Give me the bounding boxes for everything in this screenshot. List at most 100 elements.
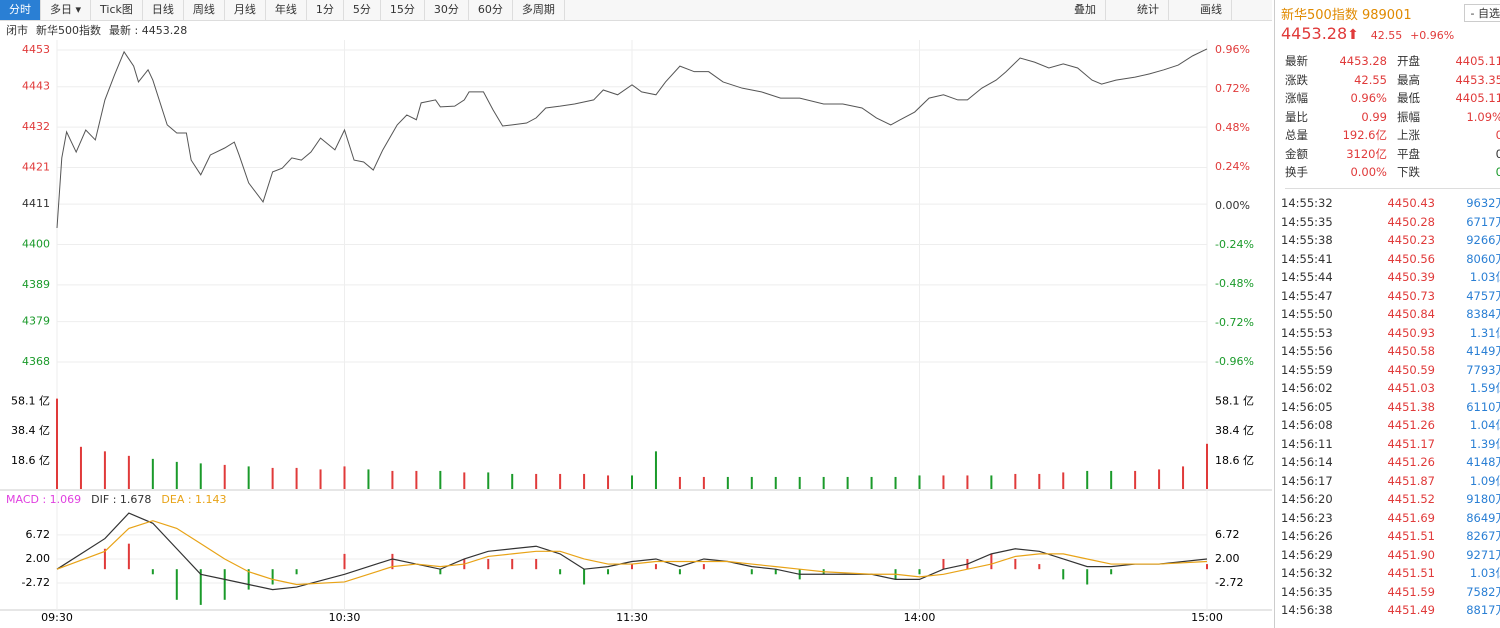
stat-value: 0.96% bbox=[1350, 91, 1387, 105]
trade-time: 14:56:14 bbox=[1281, 455, 1333, 469]
macd-bar bbox=[103, 548, 106, 570]
tools: 叠加 统计 画线 bbox=[1065, 0, 1232, 20]
tab[interactable]: 周线 bbox=[184, 0, 225, 20]
trade-volume: 9266万 bbox=[1466, 233, 1500, 247]
trade-time: 14:55:38 bbox=[1281, 233, 1333, 247]
side-name: 新华500指数 bbox=[1281, 8, 1358, 23]
volume-bar bbox=[1206, 443, 1208, 489]
volume-bar bbox=[319, 469, 322, 489]
macd-bar bbox=[511, 558, 514, 570]
macd-bar bbox=[702, 564, 705, 570]
trade-row: 14:55:35 4450.28 6717万 bbox=[1281, 213, 1500, 232]
tab[interactable]: 30分 bbox=[425, 0, 469, 20]
legend-entry: MACD : 1.069 bbox=[6, 493, 81, 506]
y-tick-label: 6.72 bbox=[26, 528, 51, 541]
trade-time: 14:55:44 bbox=[1281, 270, 1333, 284]
stat-label: 最新 bbox=[1285, 54, 1308, 68]
volume-bar bbox=[1110, 470, 1113, 489]
tab[interactable]: 分时 bbox=[0, 0, 41, 20]
macd-bar bbox=[750, 569, 753, 575]
tool[interactable]: 画线 bbox=[1191, 0, 1232, 20]
trade-volume: 4148万 bbox=[1466, 455, 1500, 469]
y-tick-label: 4453 bbox=[22, 43, 50, 56]
trade-time: 14:56:23 bbox=[1281, 510, 1333, 525]
tab[interactable]: 60分 bbox=[469, 0, 513, 20]
trade-price: 4450.58 bbox=[1387, 344, 1435, 358]
stat-value: 0 bbox=[1439, 145, 1500, 164]
macd-bar bbox=[199, 569, 202, 605]
trade-row: 14:56:17 4451.87 1.09亿 bbox=[1281, 472, 1500, 491]
trade-volume: 9180万 bbox=[1466, 492, 1500, 506]
volume-bar bbox=[702, 476, 705, 489]
tab[interactable]: 5分 bbox=[344, 0, 381, 20]
tab[interactable]: 1分 bbox=[307, 0, 344, 20]
trade-volume: 9632万 bbox=[1466, 196, 1500, 210]
trade-time: 14:55:32 bbox=[1281, 196, 1333, 210]
trade-time: 14:56:05 bbox=[1281, 399, 1333, 414]
stat-label: 总量 bbox=[1285, 128, 1308, 142]
volume-bar bbox=[175, 461, 178, 489]
x-tick-label: 15:00 bbox=[1191, 611, 1223, 624]
trade-price: 4451.26 bbox=[1387, 455, 1435, 469]
stat-value: 0 bbox=[1439, 163, 1500, 182]
tab[interactable]: 日线 bbox=[143, 0, 184, 20]
index-name: 新华500指数 bbox=[36, 24, 101, 37]
y2-tick-label: -0.48% bbox=[1215, 277, 1254, 290]
trade-volume: 1.59亿 bbox=[1469, 381, 1500, 395]
trade-row: 14:56:32 4451.51 1.03亿 bbox=[1281, 564, 1500, 583]
macd-bar bbox=[1086, 569, 1089, 585]
tool[interactable]: 统计 bbox=[1128, 0, 1169, 20]
tab[interactable]: 15分 bbox=[381, 0, 425, 20]
x-tick-label: 11:30 bbox=[616, 611, 648, 624]
trade-time: 14:56:32 bbox=[1281, 566, 1333, 580]
stat-value: 4453.35 bbox=[1455, 72, 1500, 87]
stat-value: 0.99 bbox=[1361, 109, 1387, 124]
volume-bar bbox=[367, 469, 370, 489]
trade-time: 14:55:59 bbox=[1281, 362, 1333, 377]
trade-row: 14:55:41 4450.56 8060万 bbox=[1281, 250, 1500, 269]
stat-value: 0.00% bbox=[1350, 165, 1387, 179]
trade-time: 14:56:35 bbox=[1281, 584, 1333, 599]
latest: 最新 : 4453.28 bbox=[109, 24, 188, 37]
trade-row: 14:55:32 4450.43 9632万 bbox=[1281, 194, 1500, 213]
volume-bar bbox=[822, 476, 825, 489]
tab[interactable]: Tick图 bbox=[91, 0, 143, 20]
volume-bar bbox=[942, 475, 945, 489]
volume-bar bbox=[223, 464, 226, 489]
macd-bar bbox=[678, 569, 681, 575]
stat-label: 涨幅 bbox=[1285, 91, 1308, 105]
stat-value: 192.6亿 bbox=[1342, 128, 1387, 142]
stats: 最新 4453.28 开盘 4405.11 涨跌 42.55 最高 4453.35 涨幅 0.96… bbox=[1285, 52, 1500, 189]
macd-bar bbox=[607, 569, 610, 575]
y2-tick-label: 0.00% bbox=[1215, 199, 1250, 212]
stat-value: 4405.11 bbox=[1455, 91, 1500, 105]
trade-row: 14:55:53 4450.93 1.31亿 bbox=[1281, 324, 1500, 343]
watch-button[interactable]: - 自选 bbox=[1463, 4, 1500, 22]
trade-price: 4450.28 bbox=[1387, 214, 1435, 229]
tab[interactable]: 月线 bbox=[225, 0, 266, 20]
trade-volume: 8060万 bbox=[1466, 251, 1500, 266]
tab[interactable]: 多日 ▾ bbox=[41, 0, 92, 20]
tool[interactable]: 叠加 bbox=[1065, 0, 1106, 20]
tab[interactable]: 多周期 bbox=[513, 0, 565, 20]
stat-row: 量比 0.99 振幅 1.09% bbox=[1285, 108, 1500, 127]
tab[interactable]: 年线 bbox=[266, 0, 307, 20]
trade-price: 4451.52 bbox=[1387, 492, 1435, 506]
macd-bar bbox=[1110, 569, 1113, 575]
trade-row: 14:56:20 4451.52 9180万 bbox=[1281, 490, 1500, 509]
volume-bar bbox=[271, 467, 274, 489]
y-tick-label: -2.72 bbox=[22, 576, 50, 589]
macd-bar bbox=[631, 564, 633, 570]
trade-volume: 1.31亿 bbox=[1469, 325, 1500, 340]
stat-label: 金额 bbox=[1285, 146, 1308, 161]
volume-bar bbox=[1038, 473, 1041, 489]
volume-bar bbox=[990, 475, 993, 489]
volume-bar bbox=[199, 463, 202, 489]
trade-price: 4451.87 bbox=[1387, 473, 1435, 488]
trade-price: 4450.43 bbox=[1387, 196, 1435, 210]
macd-bar bbox=[1062, 569, 1065, 580]
trade-price: 4451.51 bbox=[1387, 566, 1435, 580]
macd-bar bbox=[223, 569, 226, 600]
